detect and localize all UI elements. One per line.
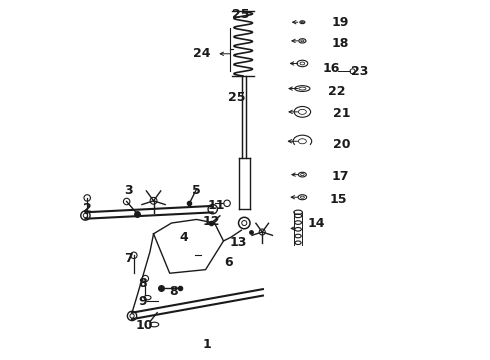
Text: 21: 21 (333, 107, 350, 120)
Text: 20: 20 (333, 138, 350, 150)
Text: 8: 8 (169, 285, 177, 298)
Text: 23: 23 (351, 65, 368, 78)
Circle shape (150, 197, 157, 204)
Text: 13: 13 (229, 236, 246, 249)
Text: 16: 16 (322, 62, 340, 75)
Text: 8: 8 (139, 278, 147, 291)
Circle shape (303, 146, 306, 149)
Circle shape (298, 146, 302, 149)
Text: 25: 25 (232, 8, 249, 21)
Text: 2: 2 (83, 202, 92, 215)
Circle shape (306, 145, 310, 148)
Polygon shape (153, 220, 223, 273)
Text: 3: 3 (124, 184, 133, 197)
Text: 11: 11 (208, 199, 225, 212)
Text: 10: 10 (136, 319, 153, 332)
Text: 7: 7 (124, 252, 133, 265)
Circle shape (294, 145, 298, 148)
Text: 18: 18 (331, 36, 349, 50)
Text: 17: 17 (331, 170, 349, 183)
Text: 24: 24 (193, 47, 211, 60)
Text: 5: 5 (192, 184, 201, 197)
Text: 6: 6 (224, 256, 233, 269)
Text: 15: 15 (329, 193, 347, 206)
Text: 1: 1 (203, 338, 212, 351)
Text: 14: 14 (308, 216, 325, 230)
Text: 25: 25 (228, 91, 245, 104)
Text: 12: 12 (202, 215, 220, 228)
Circle shape (259, 229, 265, 235)
Text: 9: 9 (139, 296, 147, 309)
Text: 22: 22 (328, 85, 345, 98)
Text: 19: 19 (331, 16, 349, 29)
Text: 4: 4 (180, 231, 189, 244)
